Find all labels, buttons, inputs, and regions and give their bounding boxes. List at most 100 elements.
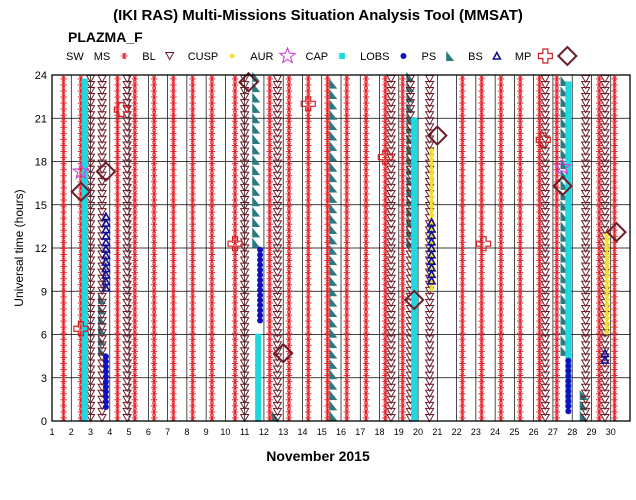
mark-ms: [343, 275, 350, 282]
mark-ps: [329, 358, 338, 369]
mark-ms: [150, 190, 158, 198]
mark-ps: [252, 123, 261, 134]
mark-ms: [399, 348, 406, 355]
mark-ms: [131, 136, 139, 143]
mark-ms: [150, 414, 158, 422]
mark-ms: [150, 148, 158, 155]
mark-ms: [114, 414, 121, 422]
mark-ms: [362, 196, 370, 204]
mark-ms: [362, 330, 370, 337]
mark-ms: [150, 160, 158, 167]
mark-ms: [343, 402, 350, 410]
mark-ms: [189, 408, 196, 416]
mark-ms: [324, 287, 331, 295]
mark-ms: [324, 330, 331, 337]
mark-ps: [329, 182, 338, 193]
mark-ms: [382, 396, 389, 404]
mark-ms: [285, 154, 293, 161]
mark-ms: [150, 354, 158, 361]
mark-ms: [324, 360, 331, 367]
mark-ms: [266, 130, 273, 137]
mark-ms: [114, 93, 121, 101]
mark-ms: [266, 221, 273, 228]
mark-ms: [131, 239, 139, 246]
mark-ms: [343, 184, 350, 192]
mark-ms: [362, 148, 370, 155]
mark-ms: [131, 354, 139, 361]
mark-ms: [170, 263, 177, 270]
mark-ms: [285, 342, 293, 349]
mark-ms: [189, 311, 196, 319]
mark-ms: [362, 287, 370, 295]
mark-ms: [266, 118, 273, 125]
mark-ms: [305, 275, 312, 282]
mark-ms: [305, 99, 312, 107]
mark-ms: [131, 245, 139, 252]
mark-ms: [399, 99, 406, 107]
mark-ms: [399, 136, 406, 143]
mark-ms: [208, 323, 216, 331]
mark-ms: [305, 366, 312, 373]
mark-ms: [60, 287, 67, 295]
mark-ms: [324, 93, 331, 101]
mark-ms: [324, 208, 331, 216]
mark-ms: [114, 402, 121, 410]
mark-ms: [343, 124, 350, 131]
mark-ms: [324, 366, 331, 373]
mark-ms: [189, 336, 196, 343]
mark-ms: [266, 245, 273, 252]
mark-ms: [60, 348, 67, 355]
mark-ms: [170, 408, 177, 416]
mark-ms: [305, 330, 312, 337]
mark-ms: [208, 208, 216, 216]
mark-ms: [131, 257, 139, 264]
mark-ms: [170, 311, 177, 319]
mark-ms: [382, 214, 389, 222]
mark-ms: [382, 233, 389, 240]
mark-ms: [362, 136, 370, 143]
mark-ms: [131, 124, 139, 131]
mark-ms: [285, 336, 293, 343]
mark-ms: [285, 251, 293, 258]
mark-ms: [170, 360, 177, 367]
mark-ms: [382, 360, 389, 367]
mark-ms: [231, 172, 239, 179]
mark-ms: [266, 93, 273, 101]
mark-ms: [399, 263, 406, 270]
legend-label: MS: [94, 51, 111, 63]
mark-ms: [208, 263, 216, 270]
mark-ms: [231, 257, 239, 264]
mark-ms: [343, 166, 350, 173]
mark-ms: [208, 287, 216, 295]
mark-ms: [189, 81, 196, 89]
mark-ms: [266, 330, 273, 337]
mark-ms: [285, 124, 293, 131]
mark-ms: [305, 239, 312, 246]
mark-ms: [305, 221, 312, 228]
mark-ms: [231, 87, 239, 95]
mark-ms: [189, 124, 196, 131]
mark-ms: [362, 275, 370, 282]
mark-ms: [285, 330, 293, 337]
mark-ms: [60, 105, 67, 113]
mark-ms: [60, 99, 67, 107]
mark-ms: [170, 227, 177, 234]
mark-ms: [382, 299, 389, 307]
mark-ms: [150, 118, 158, 125]
mark-ms: [305, 154, 312, 161]
mark-ms: [231, 99, 239, 107]
mark-ms: [231, 81, 239, 89]
mark-ms: [231, 396, 239, 404]
mark-ms: [382, 408, 389, 416]
mark-ms: [150, 196, 158, 204]
mark-ms: [189, 233, 196, 240]
mark-ms: [266, 402, 273, 410]
mark-ms: [324, 196, 331, 204]
mark-ms: [131, 184, 139, 192]
mark-ms: [131, 311, 139, 319]
mark-ms: [189, 263, 196, 270]
mark-ms: [399, 166, 406, 173]
mark-ms: [170, 184, 177, 192]
mark-ms: [150, 311, 158, 319]
mark-ms: [60, 190, 67, 198]
